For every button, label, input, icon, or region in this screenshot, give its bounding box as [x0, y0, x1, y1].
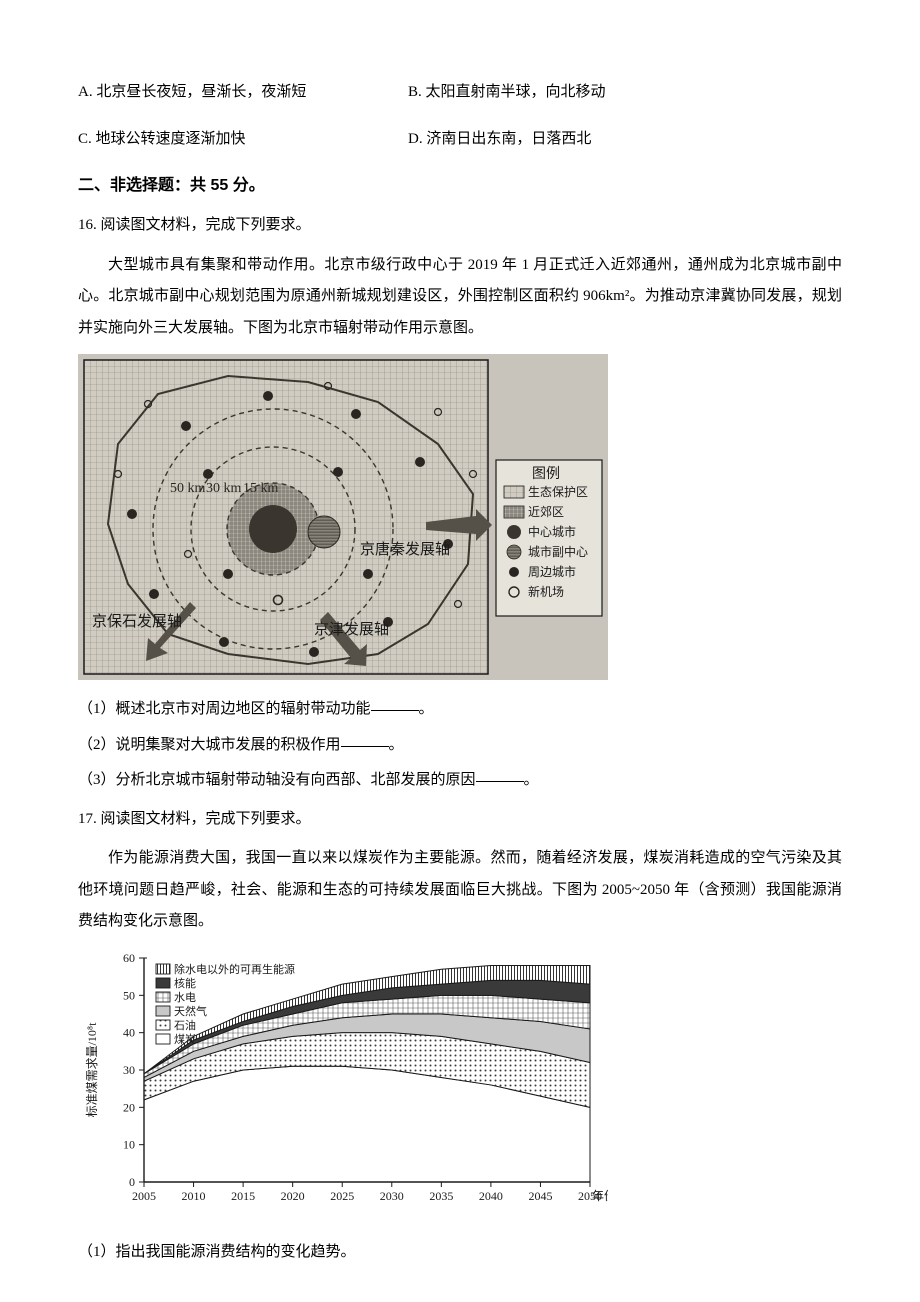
svg-text:城市副中心: 城市副中心 [528, 544, 588, 559]
period: 。 [419, 701, 434, 717]
svg-text:中心城市: 中心城市 [528, 524, 576, 539]
axis-label-jingtangqin: 京唐秦发展轴 [360, 541, 450, 558]
blank-line [341, 746, 389, 747]
q16-sub1: （1）概述北京市对周边地区的辐射带动功能 。 [78, 694, 842, 726]
q17-sub1: （1）指出我国能源消费结构的变化趋势。 [78, 1237, 842, 1269]
option-b: B. 太阳直射南半球，向北移动 [408, 78, 738, 107]
ring-label-30km: 30 km [206, 481, 242, 496]
q17-paragraph: 作为能源消费大国，我国一直以来以煤炭作为主要能源。然而，随着经济发展，煤炭消耗造… [78, 843, 842, 938]
section-2-heading: 二、非选择题：共 55 分。 [78, 171, 842, 195]
period: 。 [389, 737, 404, 753]
q16-stem: 16. 阅读图文材料，完成下列要求。 [78, 211, 842, 240]
axis-label-jingbaoshi: 京保石发展轴 [92, 613, 182, 630]
q16-sub3-text: （3）分析北京城市辐射带动轴没有向西部、北部发展的原因 [78, 772, 476, 788]
svg-text:30: 30 [123, 1063, 135, 1077]
svg-text:核能: 核能 [174, 976, 196, 990]
q16-paragraph: 大型城市具有集聚和带动作用。北京市级行政中心于 2019 年 1 月正式迁入近郊… [78, 250, 842, 345]
svg-text:2015: 2015 [231, 1189, 255, 1203]
svg-text:天然气: 天然气 [174, 1004, 207, 1018]
q16-sub1-text: （1）概述北京市对周边地区的辐射带动功能 [78, 701, 371, 717]
svg-text:2035: 2035 [429, 1189, 453, 1203]
blank-line [371, 710, 419, 711]
svg-text:除水电以外的可再生能源: 除水电以外的可再生能源 [174, 962, 295, 976]
option-c: C. 地球公转速度逐渐加快 [78, 125, 408, 154]
svg-text:10: 10 [123, 1137, 135, 1151]
svg-text:2045: 2045 [528, 1189, 552, 1203]
svg-text:2005: 2005 [132, 1189, 156, 1203]
legend-title: 图例 [532, 466, 560, 482]
options-row-2: C. 地球公转速度逐渐加快 D. 济南日出东南，日落西北 [78, 125, 842, 154]
svg-text:2030: 2030 [380, 1189, 404, 1203]
svg-text:50: 50 [123, 988, 135, 1002]
blank-line [476, 781, 524, 782]
options-row-1: A. 北京昼长夜短，昼渐长，夜渐短 B. 太阳直射南半球，向北移动 [78, 78, 842, 107]
svg-text:周边城市: 周边城市 [528, 564, 576, 579]
option-d: D. 济南日出东南，日落西北 [408, 125, 738, 154]
svg-text:40: 40 [123, 1025, 135, 1039]
q16-sub2-text: （2）说明集聚对大城市发展的积极作用 [78, 737, 341, 753]
svg-text:20: 20 [123, 1100, 135, 1114]
svg-text:2025: 2025 [330, 1189, 354, 1203]
period: 。 [524, 772, 539, 788]
q17-chart: 0102030405060200520102015202020252030203… [78, 948, 842, 1221]
svg-text:2010: 2010 [182, 1189, 206, 1203]
svg-text:标准煤需求量/10⁸t: 标准煤需求量/10⁸t [85, 1021, 99, 1117]
svg-text:新机场: 新机场 [528, 584, 564, 599]
svg-text:60: 60 [123, 951, 135, 965]
svg-text:0: 0 [129, 1175, 135, 1189]
q16-sub2: （2）说明集聚对大城市发展的积极作用 。 [78, 730, 842, 762]
svg-text:2040: 2040 [479, 1189, 503, 1203]
svg-text:生态保护区: 生态保护区 [528, 485, 588, 499]
svg-text:石油: 石油 [174, 1018, 196, 1032]
q16-sub3: （3）分析北京城市辐射带动轴没有向西部、北部发展的原因 。 [78, 765, 842, 797]
energy-consumption-chart: 0102030405060200520102015202020252030203… [78, 948, 608, 1216]
svg-text:水电: 水电 [174, 991, 196, 1004]
ring-label-15km: 15 km [243, 481, 279, 496]
option-a: A. 北京昼长夜短，昼渐长，夜渐短 [78, 78, 408, 107]
svg-text:近郊区: 近郊区 [528, 505, 564, 519]
svg-text:煤炭: 煤炭 [174, 1033, 196, 1046]
q16-map-figure: 50 km 30 km 15 km 京唐秦发展 [78, 354, 842, 680]
axis-label-jingjin: 京津发展轴 [314, 621, 389, 638]
svg-text:2020: 2020 [281, 1189, 305, 1203]
q17-stem: 17. 阅读图文材料，完成下列要求。 [78, 805, 842, 834]
beijing-radiation-map: 50 km 30 km 15 km 京唐秦发展 [78, 354, 608, 680]
ring-label-50km: 50 km [170, 481, 206, 496]
svg-text:年份: 年份 [592, 1189, 608, 1203]
